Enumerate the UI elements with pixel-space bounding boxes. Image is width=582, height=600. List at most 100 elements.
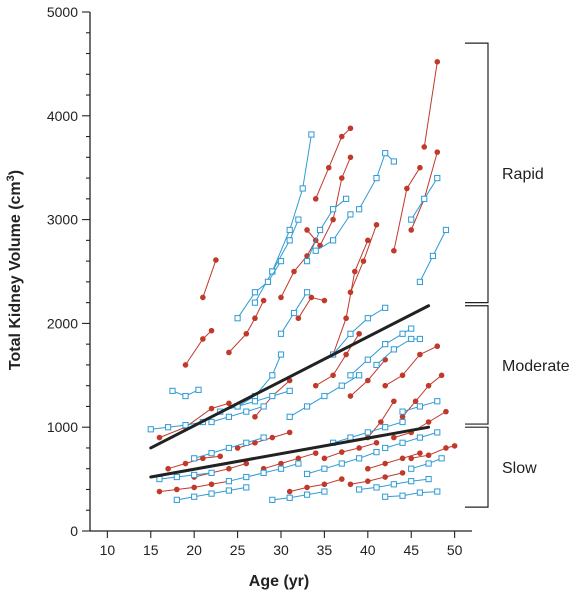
data-point (417, 351, 423, 358)
data-point (365, 465, 371, 472)
data-point (234, 445, 241, 451)
data-point (251, 398, 259, 405)
data-point (365, 478, 371, 484)
data-point (290, 309, 298, 317)
series-line (237, 260, 282, 319)
series-line (410, 151, 438, 231)
y-axis-label: Total Kidney Volume (cm3) (5, 170, 24, 370)
data-point (356, 445, 362, 451)
data-point (338, 476, 345, 482)
blue-series (347, 325, 415, 379)
data-point (213, 257, 219, 263)
data-point (425, 452, 432, 459)
x-tick-label: 30 (273, 542, 289, 558)
data-point (373, 484, 380, 491)
data-point (356, 486, 363, 493)
y-tick-label: 1000 (47, 419, 78, 435)
blue-series (408, 174, 441, 223)
data-point (399, 470, 406, 476)
x-tick-label: 35 (317, 542, 333, 558)
data-point (252, 439, 258, 446)
data-point (382, 460, 388, 467)
data-point (156, 434, 163, 441)
series-line (358, 152, 395, 210)
data-point (390, 481, 397, 488)
blue-series (408, 455, 445, 472)
data-point (303, 470, 311, 478)
data-point (373, 174, 380, 182)
data-point (373, 449, 380, 456)
data-point (225, 487, 233, 494)
data-point (382, 341, 389, 348)
series-line (280, 240, 317, 298)
data-point (343, 351, 349, 358)
series-line (393, 411, 447, 439)
series-line (306, 198, 347, 262)
data-point (391, 247, 397, 254)
data-point (451, 443, 458, 449)
data-point (399, 439, 406, 446)
data-point (312, 247, 319, 254)
data-point (378, 419, 384, 425)
blue-series (208, 403, 267, 426)
data-point (325, 164, 332, 171)
data-point (347, 372, 354, 379)
data-point (329, 237, 337, 244)
data-point (321, 455, 328, 462)
data-point (208, 469, 215, 476)
data-point (408, 465, 415, 472)
data-point (286, 488, 293, 495)
red-series (408, 443, 458, 462)
groups-layer: Rapid Moderate Slow (465, 42, 570, 508)
data-point (347, 289, 354, 296)
data-point (308, 131, 315, 138)
group-label-slow: Slow (502, 460, 537, 477)
data-point (243, 439, 250, 446)
series-line (254, 219, 299, 303)
data-point (364, 315, 371, 322)
data-point (299, 185, 306, 192)
data-point (338, 133, 345, 140)
data-point (443, 408, 449, 415)
x-tick-label: 40 (360, 542, 376, 558)
data-point (399, 492, 406, 499)
data-point (351, 268, 358, 275)
data-point (260, 297, 267, 304)
data-point (321, 465, 328, 472)
blue-series (234, 258, 285, 322)
data-point (382, 424, 389, 431)
data-point (225, 478, 233, 485)
data-point (243, 484, 250, 491)
data-point (408, 335, 415, 343)
red-series (347, 470, 406, 488)
series-line (411, 445, 455, 459)
y-axis-label-sup: 3 (5, 175, 17, 181)
blue-series (373, 335, 424, 369)
data-point (434, 149, 441, 155)
data-point (312, 196, 319, 202)
trend-line (149, 304, 431, 450)
data-point (356, 330, 362, 337)
series-line (402, 374, 442, 418)
series-line (332, 240, 369, 355)
data-point (330, 372, 336, 379)
blue-series (329, 304, 389, 358)
data-point (304, 227, 310, 233)
data-point (191, 455, 198, 462)
data-point (434, 59, 441, 65)
red-series (391, 408, 449, 441)
group-label-rapid: Rapid (502, 166, 544, 183)
data-point (416, 489, 424, 496)
data-point (269, 434, 276, 441)
axes-layer: 0 1000 2000 3000 4000 5000 10 15 20 25 30 35 40 45 50 (47, 4, 472, 558)
data-point (421, 195, 428, 202)
data-point (286, 226, 293, 234)
data-point (391, 398, 397, 405)
blue-series (356, 476, 432, 493)
series-line (237, 354, 282, 407)
data-point (260, 469, 267, 476)
red-series (399, 372, 445, 420)
x-tick-label: 50 (447, 542, 463, 558)
data-point (425, 460, 432, 467)
data-point (373, 439, 380, 446)
